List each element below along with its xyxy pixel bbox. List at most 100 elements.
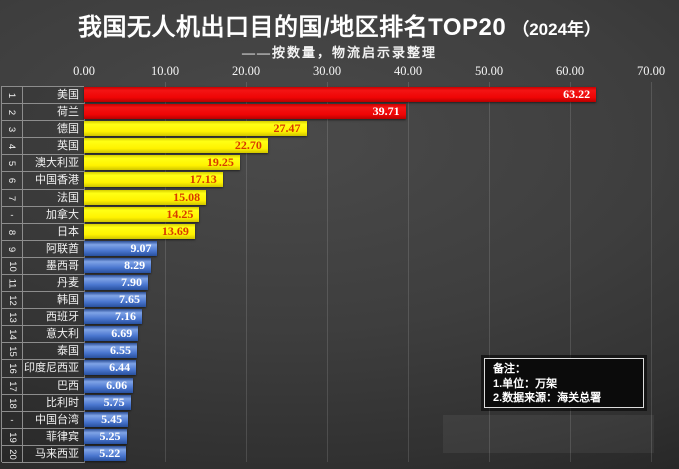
bar-西班牙: 7.16 bbox=[84, 309, 142, 324]
rank-cell: - bbox=[2, 207, 23, 224]
gridline bbox=[570, 82, 571, 462]
bar-巴西: 6.06 bbox=[84, 378, 134, 393]
rank-label: 12 bbox=[6, 294, 18, 306]
bar-英国: 22.70 bbox=[84, 138, 268, 153]
bar-马来西亚: 5.22 bbox=[84, 446, 127, 461]
rank-cell: 2 bbox=[2, 104, 23, 121]
watermark-rect bbox=[443, 415, 654, 453]
bar-韩国: 7.65 bbox=[84, 292, 146, 307]
gridline bbox=[246, 82, 247, 462]
category-label: 马来西亚 bbox=[23, 446, 85, 463]
rank-label: 15 bbox=[6, 345, 18, 357]
category-label-block: 1 美国 2 荷兰 3 德国 4 英国 5 澳大利亚 6 中国香港 7 法国 - 加拿大 8 日本 9 阿联酋 10 墨西… bbox=[1, 86, 85, 463]
bar-value-label: 7.16 bbox=[114, 309, 136, 323]
rank-label: 6 bbox=[6, 177, 18, 184]
rank-label: 13 bbox=[6, 311, 18, 323]
rank-label: 9 bbox=[6, 246, 18, 252]
x-axis-tick-label: 50.00 bbox=[474, 64, 504, 78]
category-label: 丹麦 bbox=[23, 275, 85, 292]
category-label: 法国 bbox=[23, 190, 85, 207]
category-label: 荷兰 bbox=[23, 104, 85, 121]
rank-cell: 16 bbox=[2, 360, 23, 378]
rank-label: 14 bbox=[6, 328, 18, 340]
rank-cell: 15 bbox=[2, 343, 23, 360]
bar-澳大利亚: 19.25 bbox=[84, 155, 240, 170]
chart-title-main: 我国无人机出口目的国/地区排名TOP20 bbox=[77, 14, 507, 41]
bar-value-label: 22.70 bbox=[234, 138, 262, 152]
rank-label: 7 bbox=[6, 195, 18, 201]
x-axis-tick-label: 70.00 bbox=[636, 64, 666, 78]
rank-label: 5 bbox=[6, 160, 18, 166]
chart-title-year: （2024年） bbox=[512, 20, 602, 39]
rank-cell: 9 bbox=[2, 241, 23, 258]
rank-label: 20 bbox=[6, 448, 18, 460]
bar-value-label: 6.44 bbox=[109, 360, 131, 374]
category-label: 西班牙 bbox=[23, 309, 85, 326]
rank-cell: 14 bbox=[2, 326, 23, 343]
category-label: 德国 bbox=[23, 121, 85, 138]
bar-value-label: 15.08 bbox=[173, 190, 201, 204]
rank-label: 18 bbox=[6, 397, 18, 409]
bar-value-label: 14.25 bbox=[166, 207, 194, 221]
bar-value-label: 5.22 bbox=[99, 446, 121, 460]
category-label: 中国台湾 bbox=[23, 412, 85, 429]
rank-label: - bbox=[10, 414, 14, 426]
rank-cell: 6 bbox=[2, 172, 23, 190]
rank-label: 17 bbox=[6, 380, 18, 392]
note-line: 2.数据来源：海关总署 bbox=[493, 392, 602, 404]
rank-label: 1 bbox=[6, 92, 18, 98]
bar-美国: 63.22 bbox=[84, 87, 597, 102]
gridline bbox=[327, 82, 328, 462]
chart-title: 我国无人机出口目的国/地区排名TOP20 （2024年） bbox=[0, 7, 679, 42]
rank-cell: 3 bbox=[2, 121, 23, 138]
gridline bbox=[408, 82, 409, 462]
category-label: 美国 bbox=[23, 87, 85, 104]
rank-label: - bbox=[10, 209, 14, 221]
category-label: 澳大利亚 bbox=[23, 155, 85, 172]
bar-比利时: 5.75 bbox=[84, 395, 131, 410]
bar-value-label: 17.13 bbox=[189, 172, 217, 186]
category-label: 菲律宾 bbox=[23, 429, 85, 446]
rank-cell: 8 bbox=[2, 224, 23, 241]
category-label: 意大利 bbox=[23, 326, 85, 343]
rank-cell: 20 bbox=[2, 446, 23, 463]
bar-菲律宾: 5.25 bbox=[84, 429, 127, 444]
bar-丹麦: 7.90 bbox=[84, 275, 148, 290]
rank-cell: - bbox=[2, 412, 23, 429]
bar-中国台湾: 5.45 bbox=[84, 412, 129, 427]
category-label: 泰国 bbox=[23, 343, 85, 360]
rank-cell: 11 bbox=[2, 275, 23, 292]
category-label: 印度尼西亚 bbox=[23, 360, 85, 378]
plot-area: 1 美国 2 荷兰 3 德国 4 英国 5 澳大利亚 6 中国香港 7 法国 - 加拿大 8 日本 9 阿联酋 10 墨西… bbox=[0, 82, 679, 463]
bar-value-label: 63.22 bbox=[563, 87, 591, 101]
bar-印度尼西亚: 6.44 bbox=[84, 360, 137, 375]
category-label: 韩国 bbox=[23, 292, 85, 309]
bar-value-label: 9.07 bbox=[130, 241, 152, 255]
rank-label: 2 bbox=[6, 109, 18, 115]
x-axis-tick-label: 10.00 bbox=[150, 64, 180, 78]
bar-德国: 27.47 bbox=[84, 121, 307, 136]
bar-value-label: 7.90 bbox=[120, 275, 142, 289]
category-label: 日本 bbox=[23, 224, 85, 241]
bar-中国香港: 17.13 bbox=[84, 172, 223, 187]
rank-cell: 12 bbox=[2, 292, 23, 309]
rank-label: 16 bbox=[6, 363, 18, 374]
note-line: 1.单位：万架 bbox=[493, 377, 558, 390]
category-label: 巴西 bbox=[23, 378, 85, 395]
rank-cell: 5 bbox=[2, 155, 23, 172]
rank-cell: 19 bbox=[2, 429, 23, 446]
bar-意大利: 6.69 bbox=[84, 326, 139, 341]
bar-value-label: 5.45 bbox=[101, 412, 123, 426]
rank-label: 8 bbox=[6, 229, 18, 235]
bar-value-label: 5.75 bbox=[103, 395, 125, 409]
category-label: 加拿大 bbox=[23, 207, 85, 224]
rank-label: 10 bbox=[6, 260, 18, 272]
x-axis-tick-label: 30.00 bbox=[312, 64, 342, 78]
bar-荷兰: 39.71 bbox=[84, 104, 406, 119]
rank-label: 11 bbox=[6, 278, 18, 288]
note-box: 备注： 1.单位：万架 2.数据来源：海关总署 bbox=[484, 358, 644, 408]
category-label: 阿联酋 bbox=[23, 241, 85, 258]
rank-label: 3 bbox=[6, 126, 18, 132]
gridline bbox=[489, 82, 490, 462]
rank-cell: 1 bbox=[2, 87, 23, 104]
